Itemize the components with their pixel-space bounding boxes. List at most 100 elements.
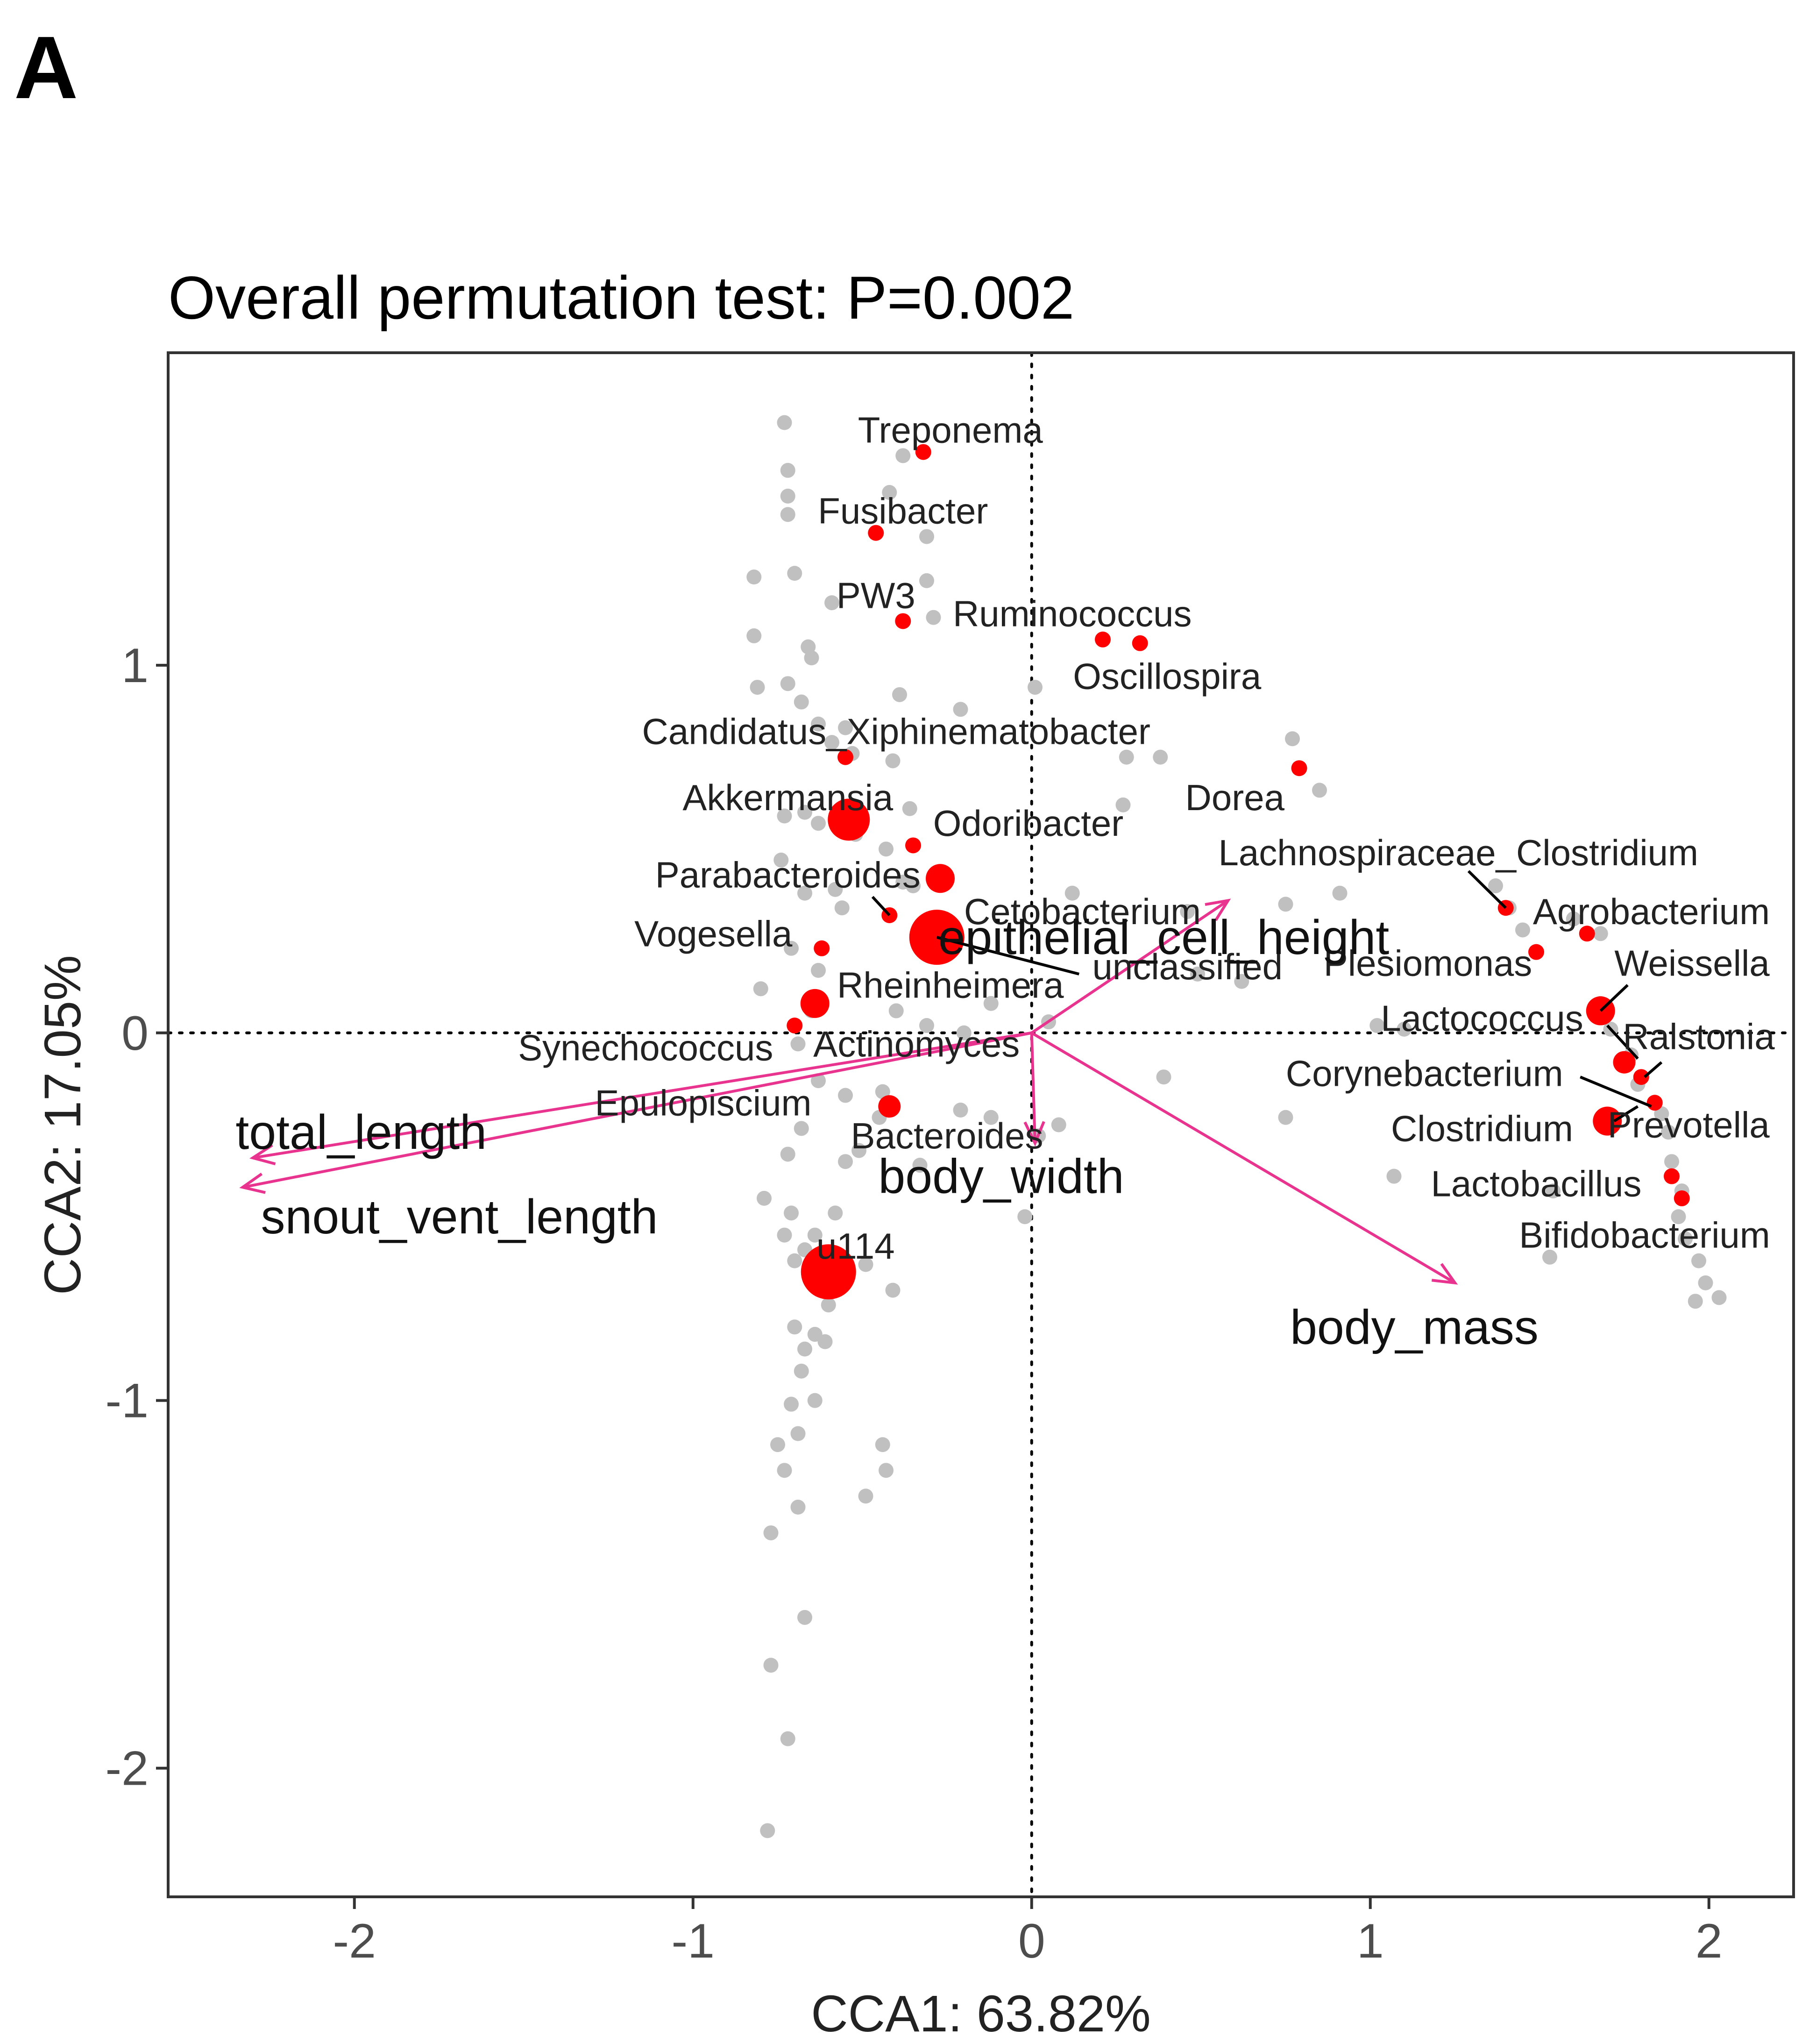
highlighted-genus-point (1132, 635, 1148, 651)
genus-label: Bacteroides (851, 1115, 1043, 1156)
genus-label: Odoribacter (933, 803, 1124, 844)
genus-point (919, 573, 934, 588)
vector-label: epithelial_cell_height (938, 911, 1390, 965)
genus-point (1312, 783, 1327, 798)
genus-point (1278, 1110, 1293, 1125)
y-tick-label: 1 (121, 639, 149, 693)
label-leader-line (1644, 1061, 1663, 1078)
highlighted-genus-point (1528, 944, 1544, 960)
genus-point (1051, 1117, 1066, 1132)
x-tick-label: -1 (672, 1914, 715, 1968)
genus-point (811, 716, 826, 732)
leader-lines (871, 870, 1663, 1123)
genus-label: Lactobacillus (1431, 1163, 1642, 1204)
genus-point (777, 1227, 792, 1243)
genus-point (1369, 1018, 1385, 1033)
highlighted-genus-point (1291, 760, 1307, 776)
highlighted-genus-point (837, 749, 853, 765)
genus-point (1397, 1021, 1412, 1037)
genus-point (1332, 885, 1348, 901)
genus-label: Treponema (858, 409, 1043, 450)
highlighted-genus-point (868, 525, 884, 541)
genus-label: Corynebacterium (1286, 1053, 1563, 1094)
genus-label: Akkermansia (682, 777, 893, 818)
genus-point (912, 1158, 928, 1173)
genus-point (760, 1823, 775, 1838)
genus-point (1688, 1294, 1703, 1309)
x-tick-label: 1 (1357, 1914, 1384, 1968)
genus-point (1698, 1275, 1713, 1290)
genus-point (777, 808, 792, 824)
genus-point (919, 529, 934, 544)
vector-arrowhead (1023, 1121, 1045, 1147)
genus-point (1671, 1209, 1686, 1225)
genus-point (953, 702, 968, 717)
genus-point (787, 1319, 802, 1335)
genus-label: Fusibacter (818, 490, 988, 531)
genus-point (780, 1147, 795, 1162)
genus-labels: Treponema Fusibacter PW3 Ruminococcus Oscill… (518, 409, 1775, 1267)
genus-label: Actinomyces (813, 1023, 1020, 1064)
genus-point (956, 1025, 972, 1040)
genus-point (763, 1658, 779, 1673)
genus-point (1064, 885, 1080, 901)
highlighted-genus-point (1579, 926, 1595, 942)
highlighted-genus-point (915, 444, 931, 460)
genus-point (784, 1396, 799, 1412)
genus-point (824, 735, 839, 750)
genus-point (1234, 974, 1249, 989)
genus-point (926, 610, 941, 625)
y-tick-label: -2 (106, 1742, 149, 1796)
genus-point (777, 1463, 792, 1478)
genus-label: Rheinheimera (837, 964, 1064, 1005)
y-axis-title: CCA2: 17.05% (34, 955, 92, 1295)
genus-point (851, 1143, 866, 1158)
genus-point (1285, 731, 1300, 747)
genus-point (983, 996, 999, 1011)
genus-point (919, 1018, 934, 1033)
genus-label: Epulopiscium (595, 1082, 812, 1123)
genus-label: Clostridium (1391, 1108, 1573, 1149)
vector-labels: total_length snout_vent_length epithelial_… (235, 911, 1539, 1354)
highlighted-genus-point (800, 989, 830, 1018)
genus-point (838, 720, 853, 735)
genus-point (1386, 1168, 1402, 1184)
genus-point (780, 507, 795, 522)
genus-point (797, 1341, 812, 1357)
genus-point (1119, 749, 1134, 765)
genus-point (797, 805, 812, 820)
genus-point (787, 566, 802, 581)
genus-point (794, 694, 809, 710)
genus-point (807, 1393, 823, 1408)
genus-point (824, 595, 839, 611)
highlighted-genus-point (926, 864, 955, 893)
genus-point (797, 885, 812, 901)
genus-point (811, 963, 826, 978)
y-tick-label: -1 (106, 1374, 149, 1428)
genus-point (879, 1463, 894, 1478)
label-leader-line (1606, 1025, 1639, 1060)
genus-label: Oscillospira (1073, 655, 1262, 697)
genus-point (787, 1253, 802, 1268)
plot-frame (167, 351, 1795, 1898)
genus-label: Ralstonia (1623, 1016, 1775, 1057)
vector-arrowhead (249, 1144, 276, 1166)
genus-point (895, 448, 911, 463)
genus-point (804, 650, 819, 666)
genus-point (1278, 897, 1293, 912)
genus-point (811, 816, 826, 831)
genus-label: Cetobacterium (964, 891, 1201, 932)
panel-letter: A (14, 18, 78, 117)
genus-point (1115, 797, 1131, 812)
chart-title: Overall permutation test: P=0.002 (168, 264, 1074, 332)
genus-point (1691, 1253, 1706, 1268)
genus-point (1190, 966, 1205, 982)
genus-point (784, 940, 799, 956)
genus-point (858, 1257, 873, 1272)
genus-point (780, 488, 795, 504)
genus-point (1542, 1249, 1557, 1265)
genus-point (811, 1073, 826, 1089)
genus-point (834, 900, 850, 916)
genus-point (1156, 1069, 1171, 1085)
